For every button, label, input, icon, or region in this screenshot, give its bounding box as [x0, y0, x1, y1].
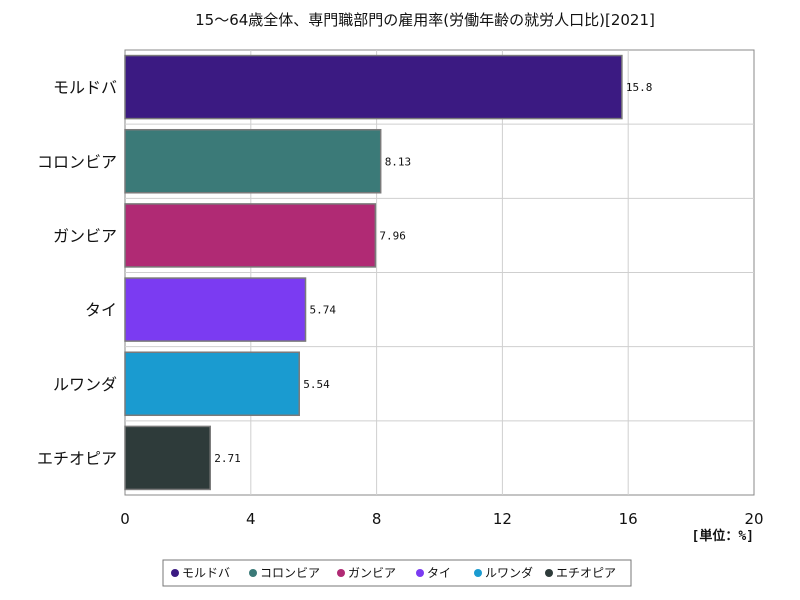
- category-label: ガンビア: [53, 226, 117, 245]
- unit-label: [単位：%]: [692, 528, 754, 544]
- category-label: タイ: [85, 301, 117, 320]
- legend-label: ルワンダ: [485, 565, 533, 580]
- category-label: コロンビア: [37, 152, 117, 171]
- bar: [124, 203, 377, 268]
- bar: [124, 54, 623, 120]
- category-label: エチオピア: [37, 449, 117, 468]
- x-tick-label: 12: [493, 510, 512, 528]
- legend-label: エチオピア: [556, 566, 616, 580]
- data-label: 5.54: [303, 378, 330, 391]
- bar: [124, 425, 211, 491]
- data-label: 15.8: [626, 81, 653, 94]
- data-label: 2.71: [214, 452, 241, 465]
- x-tick-label: 0: [120, 510, 130, 528]
- legend-marker: [545, 569, 553, 577]
- legend-label: タイ: [427, 566, 451, 580]
- legend-label: ガンビア: [348, 566, 396, 580]
- legend-marker: [171, 569, 179, 577]
- x-tick-label: 4: [246, 510, 256, 528]
- legend-label: モルドバ: [182, 566, 230, 580]
- x-tick-label: 20: [744, 510, 763, 528]
- bar: [124, 351, 300, 417]
- category-label: モルドバ: [53, 78, 117, 97]
- legend-marker: [337, 569, 345, 577]
- data-label: 7.96: [379, 229, 406, 242]
- bars-group: 15.8 8.13 7.96 5.74 5.54 2.71: [124, 54, 653, 491]
- x-tick-label: 16: [619, 510, 638, 528]
- legend-marker: [249, 569, 257, 577]
- grid-lines: [125, 50, 754, 495]
- category-label: ルワンダ: [53, 375, 117, 394]
- chart-title: 15～64歳全体、専門職部門の雇用率(労働年齢の就労人口比)[2021]: [195, 11, 655, 29]
- legend-label: コロンビア: [260, 566, 320, 580]
- x-tick-label: 8: [372, 510, 382, 528]
- x-axis-ticks: 0 4 8 12 16 20: [120, 510, 763, 528]
- data-label: 8.13: [385, 155, 412, 168]
- legend-marker: [474, 569, 482, 577]
- bar: [124, 277, 307, 342]
- data-label: 5.74: [310, 304, 337, 317]
- bar: [124, 128, 382, 194]
- legend-marker: [416, 569, 424, 577]
- legend: モルドバ コロンビア ガンビア タイ ルワンダ エチオピア: [162, 559, 632, 587]
